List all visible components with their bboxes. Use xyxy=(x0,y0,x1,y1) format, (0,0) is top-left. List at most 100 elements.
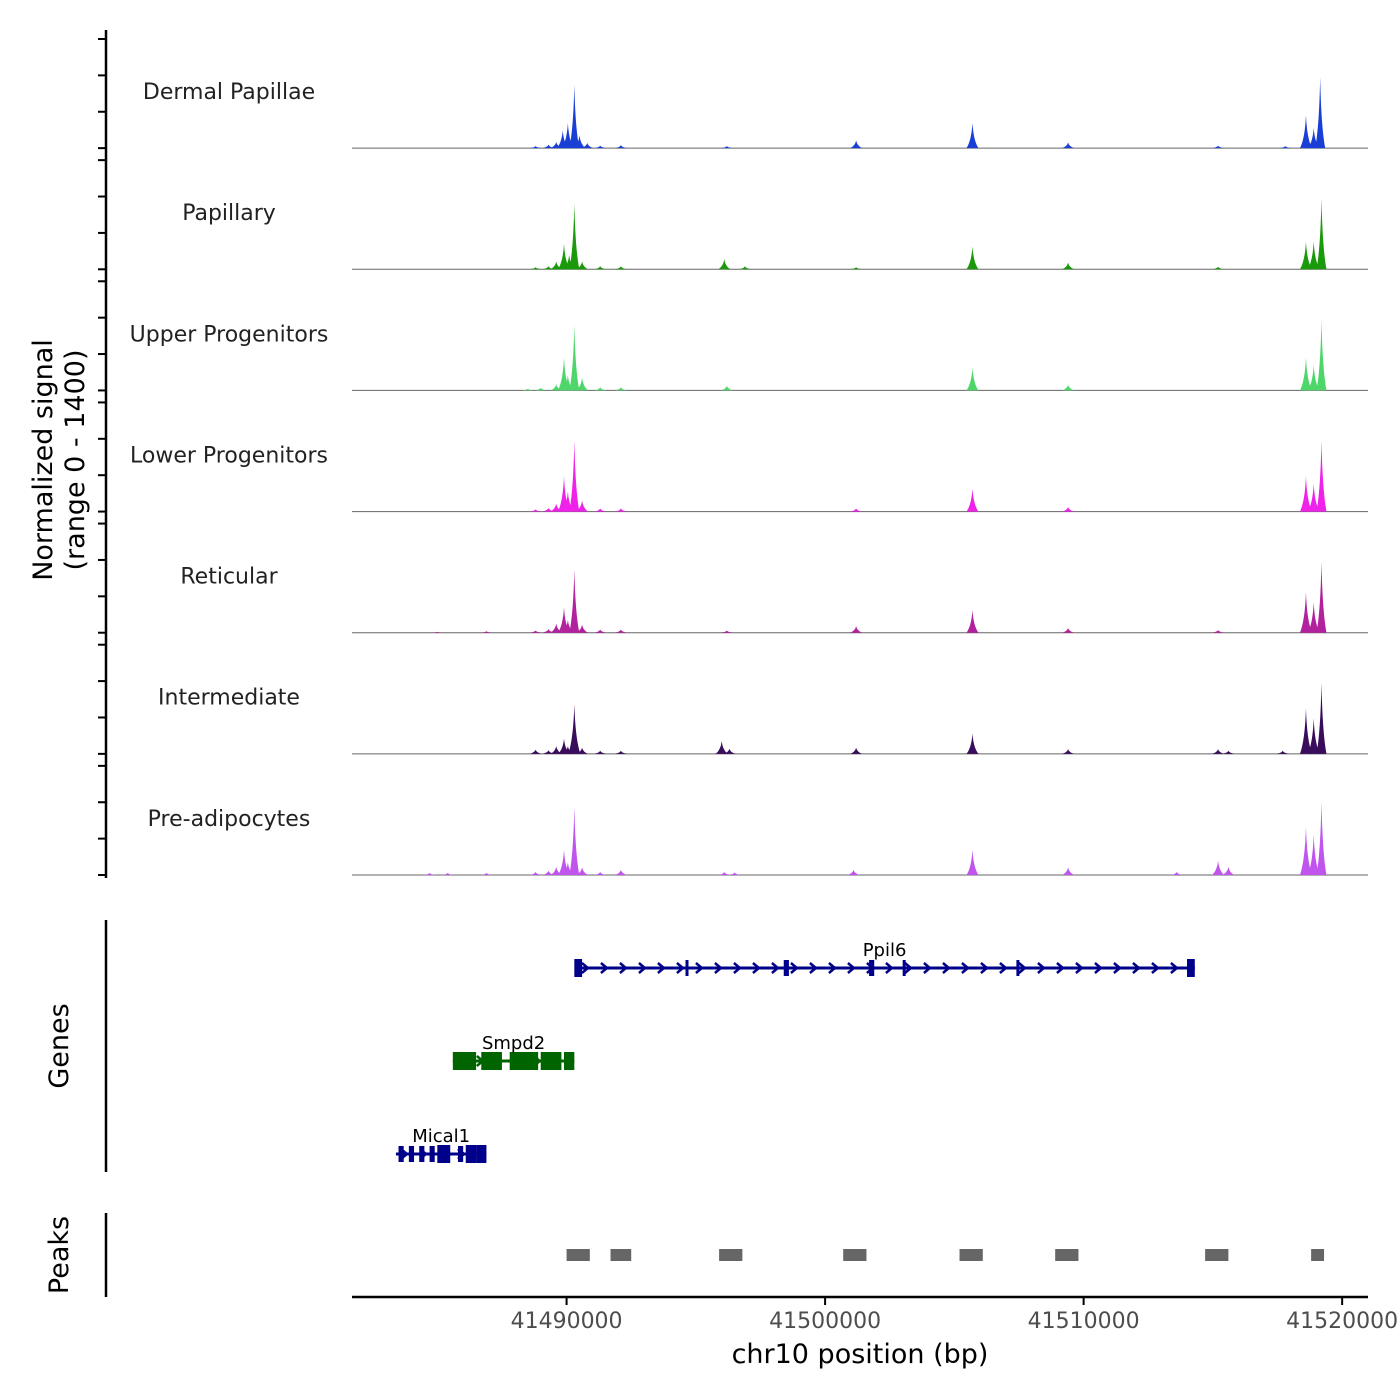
strand-arrow xyxy=(1113,962,1122,974)
strand-arrow xyxy=(942,962,951,974)
signal-peak xyxy=(614,629,627,633)
signal-peak xyxy=(1307,718,1320,754)
signal-peak xyxy=(1307,241,1320,270)
signal-peak xyxy=(529,146,542,149)
signal-peak xyxy=(529,267,542,270)
signal-peak xyxy=(594,871,607,875)
exon xyxy=(457,1146,464,1162)
signal-peak xyxy=(576,624,589,633)
signal-peak xyxy=(594,145,607,149)
exon xyxy=(398,1146,404,1162)
track-label: Upper Progenitors xyxy=(130,322,329,347)
signal-peak xyxy=(1307,834,1320,875)
signal-peak xyxy=(1062,749,1075,754)
gene-2: Smpd2 xyxy=(452,1033,575,1070)
signal-peak xyxy=(720,630,733,633)
signal-peak xyxy=(718,871,731,875)
strand-arrow xyxy=(999,962,1008,974)
exon xyxy=(1187,959,1195,977)
signal-peak xyxy=(728,872,741,875)
signal-peak xyxy=(423,872,436,875)
signal-peak xyxy=(1062,142,1075,149)
strand-arrow xyxy=(847,962,856,974)
strand-arrow xyxy=(676,962,685,974)
signal-peak xyxy=(480,631,493,633)
strand-arrow xyxy=(695,962,704,974)
exon xyxy=(540,1052,562,1070)
signal-peak xyxy=(542,266,555,270)
signal-peak xyxy=(1299,357,1312,391)
x-tick-label: 41500000 xyxy=(769,1309,881,1334)
signal-peak xyxy=(581,143,594,149)
exon xyxy=(408,1146,415,1162)
strand-arrow xyxy=(600,962,609,974)
signal-peak xyxy=(1062,506,1075,512)
exon xyxy=(869,960,875,976)
strand-arrow xyxy=(657,962,666,974)
signal-y-ticks xyxy=(98,38,106,876)
track-label: Lower Progenitors xyxy=(130,443,328,468)
strand-arrow xyxy=(581,962,590,974)
signal-peak xyxy=(576,261,589,270)
peak-region xyxy=(959,1249,983,1261)
strand-arrow xyxy=(714,962,723,974)
exon xyxy=(481,1052,502,1070)
signal-peak xyxy=(1212,860,1225,875)
signal-peak xyxy=(1316,682,1327,754)
gene-track: Ppil6 Smpd2 Mical1 xyxy=(395,940,1195,1163)
signal-peak xyxy=(1276,750,1289,754)
x-axis-title: chr10 position (bp) xyxy=(732,1339,989,1370)
signal-peak xyxy=(966,488,979,512)
signal-peak xyxy=(1212,749,1225,754)
x-axis-ticks: 41490000 41500000 41510000 41520000 xyxy=(511,1297,1398,1334)
signal-peak xyxy=(1299,241,1312,270)
exon xyxy=(476,1145,487,1163)
signal-peak xyxy=(966,609,979,633)
strand-arrow xyxy=(1037,962,1046,974)
signal-peak xyxy=(850,267,863,270)
signal-peak xyxy=(720,385,733,391)
signal-peak xyxy=(529,630,542,633)
signal-peak xyxy=(614,750,627,754)
signal-peak xyxy=(966,849,979,875)
track-6: Intermediate xyxy=(158,682,1368,755)
signal-peak xyxy=(715,741,728,754)
signal-peak xyxy=(594,266,607,270)
signal-peak xyxy=(614,869,627,875)
exon xyxy=(452,1052,477,1070)
gene-1: Ppil6 xyxy=(574,940,1195,977)
exon xyxy=(465,1145,477,1163)
signal-peak xyxy=(614,508,627,512)
signal-peak xyxy=(1062,867,1075,875)
strand-arrow xyxy=(771,962,780,974)
track-7: Pre-adipocytes xyxy=(148,801,1368,876)
signal-peak xyxy=(594,750,607,754)
exon xyxy=(1016,960,1020,976)
exon xyxy=(783,960,789,976)
signal-peak xyxy=(1316,440,1327,512)
signal-peak xyxy=(576,500,589,512)
exon xyxy=(429,1146,435,1162)
signal-peak xyxy=(1316,319,1327,391)
track-5: Reticular xyxy=(180,561,1368,634)
peak-region xyxy=(843,1249,867,1261)
signal-peak xyxy=(557,243,570,270)
peak-region xyxy=(1055,1249,1079,1261)
strand-arrow xyxy=(904,962,913,974)
signal-peak xyxy=(576,867,589,875)
track-label: Dermal Papillae xyxy=(143,80,315,105)
gene-label: Ppil6 xyxy=(863,940,907,961)
x-tick-label: 41510000 xyxy=(1028,1309,1140,1334)
signal-peak xyxy=(720,146,733,149)
track-2: Papillary xyxy=(182,198,1368,270)
track-3: Upper Progenitors xyxy=(130,319,1368,391)
peak-region xyxy=(1205,1249,1229,1261)
peak-region xyxy=(610,1249,632,1261)
signal-peak xyxy=(850,626,863,633)
strand-arrow xyxy=(980,962,989,974)
exon xyxy=(902,960,906,976)
track-label: Reticular xyxy=(180,565,278,590)
signal-peak xyxy=(1316,561,1327,633)
signal-peak xyxy=(542,629,555,633)
